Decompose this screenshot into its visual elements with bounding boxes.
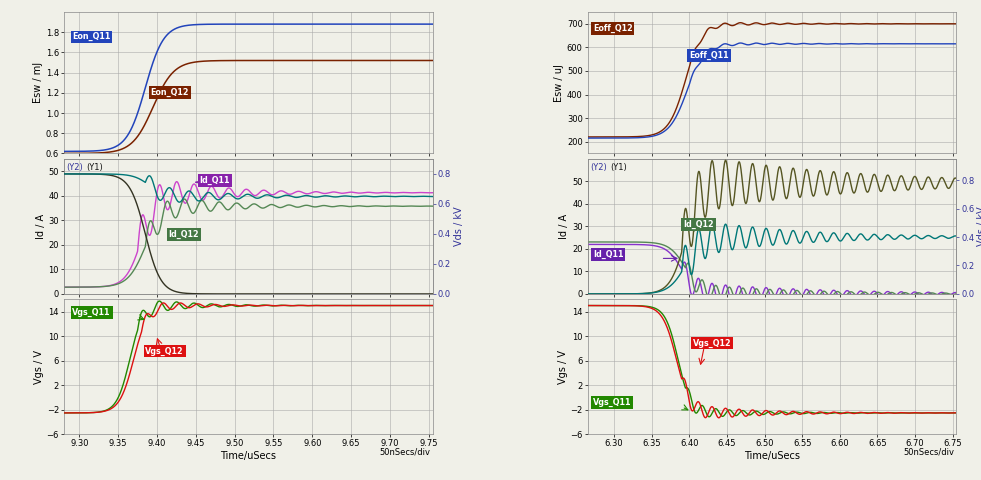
Text: Eon_Q11: Eon_Q11 [73,32,111,41]
Text: 50nSecs/div: 50nSecs/div [904,448,955,457]
Text: Eoff_Q11: Eoff_Q11 [690,51,729,60]
Text: Eon_Q12: Eon_Q12 [151,88,189,97]
X-axis label: Time/uSecs: Time/uSecs [744,451,800,461]
Text: Id_Q11: Id_Q11 [200,176,231,185]
Text: (Y1): (Y1) [610,163,627,172]
Text: Vgs_Q11: Vgs_Q11 [73,308,111,317]
Text: Id_Q11: Id_Q11 [593,250,623,259]
Text: Vgs_Q11: Vgs_Q11 [593,398,632,407]
Text: Eoff_Q12: Eoff_Q12 [593,24,633,33]
Y-axis label: Vgs / V: Vgs / V [557,350,568,384]
Y-axis label: Vds / kV: Vds / kV [977,206,981,246]
Text: Vgs_Q12: Vgs_Q12 [145,347,183,356]
Text: (Y2): (Y2) [67,163,83,172]
Text: (Y2): (Y2) [591,163,607,172]
Y-axis label: Esw / mJ: Esw / mJ [33,62,43,103]
Y-axis label: Vgs / V: Vgs / V [33,350,44,384]
Text: 50nSecs/div: 50nSecs/div [380,448,431,457]
Text: Vgs_Q12: Vgs_Q12 [693,338,732,348]
Y-axis label: Id / A: Id / A [559,214,569,239]
Text: Id_Q12: Id_Q12 [169,230,199,239]
Y-axis label: Id / A: Id / A [35,214,45,239]
X-axis label: Time/uSecs: Time/uSecs [220,451,277,461]
Text: (Y1): (Y1) [86,163,103,172]
Text: Id_Q12: Id_Q12 [683,220,714,229]
Y-axis label: Vds / kV: Vds / kV [453,206,464,246]
Y-axis label: Esw / uJ: Esw / uJ [554,64,564,102]
